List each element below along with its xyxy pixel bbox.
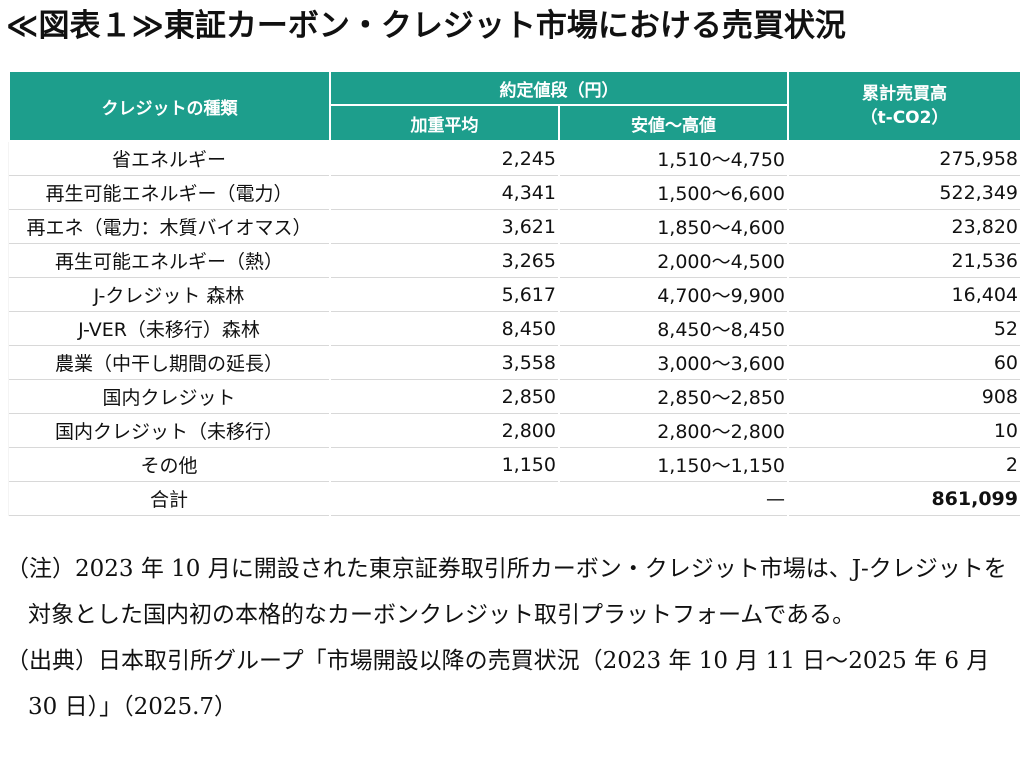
weighted-average-value: 5,617 xyxy=(330,277,560,312)
source-label: （出典） xyxy=(6,648,98,674)
trading-table: クレジットの種類 約定値段（円） 累計売買高 （t-CO2） 加重平均 安値～高… xyxy=(8,70,1022,516)
price-range-value: 1,850～4,600 xyxy=(559,209,789,244)
credit-name: 国内クレジット xyxy=(9,379,331,414)
table-row: 再エネ（電力：木質バイオマス） 3,621 1,850～4,600 23,820 xyxy=(9,209,1022,244)
header-contract-price: 約定値段（円） xyxy=(329,70,789,106)
price-range-value: 1,150～1,150 xyxy=(559,447,789,482)
notes-section: （注）2023 年 10 月に開設された東京証券取引所カーボン・クレジット市場は… xyxy=(6,546,1018,730)
total-price-dash: — xyxy=(330,481,789,516)
volume-value: 60 xyxy=(788,345,1022,380)
credit-name: その他 xyxy=(9,447,331,482)
total-row: 合計 — 861,099 xyxy=(9,481,1022,516)
volume-value: 275,958 xyxy=(788,141,1022,176)
weighted-average-value: 2,800 xyxy=(330,413,560,448)
credit-name: J-クレジット 森林 xyxy=(9,277,331,312)
source-text: 日本取引所グループ「市場開設以降の売買状況（2023 年 10 月 11 日～2… xyxy=(28,648,990,720)
note-label: （注） xyxy=(6,556,75,582)
table-body: 省エネルギー 2,245 1,510～4,750 275,958 再生可能エネル… xyxy=(9,141,1022,516)
table-row: J-クレジット 森林 5,617 4,700～9,900 16,404 xyxy=(9,277,1022,312)
price-range-value: 2,000～4,500 xyxy=(559,243,789,278)
total-volume-value: 861,099 xyxy=(788,481,1022,516)
credit-name: 省エネルギー xyxy=(9,141,331,176)
table-row: 農業（中干し期間の延長） 3,558 3,000～3,600 60 xyxy=(9,345,1022,380)
page-title: ≪図表１≫東証カーボン・クレジット市場における売買状況 xyxy=(6,8,846,44)
volume-value: 16,404 xyxy=(788,277,1022,312)
note-text: 2023 年 10 月に開設された東京証券取引所カーボン・クレジット市場は、J-… xyxy=(28,556,1007,628)
weighted-average-value: 1,150 xyxy=(330,447,560,482)
source-paragraph: （出典）日本取引所グループ「市場開設以降の売買状況（2023 年 10 月 11… xyxy=(6,638,1018,730)
price-range-value: 2,850～2,850 xyxy=(559,379,789,414)
table-row: 再生可能エネルギー（電力） 4,341 1,500～6,600 522,349 xyxy=(9,175,1022,210)
volume-value: 21,536 xyxy=(788,243,1022,278)
price-range-value: 2,800～2,800 xyxy=(559,413,789,448)
credit-name: 国内クレジット（未移行） xyxy=(9,413,331,448)
header-low-high: 安値～高値 xyxy=(558,104,789,142)
table-row: その他 1,150 1,150～1,150 2 xyxy=(9,447,1022,482)
weighted-average-value: 8,450 xyxy=(330,311,560,346)
price-range-value: 4,700～9,900 xyxy=(559,277,789,312)
credit-name: 再生可能エネルギー（熱） xyxy=(9,243,331,278)
table-row: J-VER（未移行）森林 8,450 8,450～8,450 52 xyxy=(9,311,1022,346)
weighted-average-value: 2,245 xyxy=(330,141,560,176)
volume-value: 522,349 xyxy=(788,175,1022,210)
credit-name: 再生可能エネルギー（電力） xyxy=(9,175,331,210)
price-range-value: 8,450～8,450 xyxy=(559,311,789,346)
price-range-value: 1,500～6,600 xyxy=(559,175,789,210)
credit-name: 農業（中干し期間の延長） xyxy=(9,345,331,380)
weighted-average-value: 3,621 xyxy=(330,209,560,244)
trading-table-container: クレジットの種類 約定値段（円） 累計売買高 （t-CO2） 加重平均 安値～高… xyxy=(8,70,1022,516)
volume-value: 2 xyxy=(788,447,1022,482)
volume-value: 908 xyxy=(788,379,1022,414)
volume-value: 52 xyxy=(788,311,1022,346)
table-row: 再生可能エネルギー（熱） 3,265 2,000～4,500 21,536 xyxy=(9,243,1022,278)
volume-value: 23,820 xyxy=(788,209,1022,244)
credit-name: 再エネ（電力：木質バイオマス） xyxy=(9,209,331,244)
volume-value: 10 xyxy=(788,413,1022,448)
weighted-average-value: 4,341 xyxy=(330,175,560,210)
weighted-average-value: 3,558 xyxy=(330,345,560,380)
table-row: 国内クレジット（未移行） 2,800 2,800～2,800 10 xyxy=(9,413,1022,448)
table-row: 国内クレジット 2,850 2,850～2,850 908 xyxy=(9,379,1022,414)
price-range-value: 1,510～4,750 xyxy=(559,141,789,176)
total-label: 合計 xyxy=(9,481,331,516)
header-credit-type: クレジットの種類 xyxy=(8,70,331,142)
table-row: 省エネルギー 2,245 1,510～4,750 275,958 xyxy=(9,141,1022,176)
note-paragraph: （注）2023 年 10 月に開設された東京証券取引所カーボン・クレジット市場は… xyxy=(6,546,1018,638)
weighted-average-value: 3,265 xyxy=(330,243,560,278)
header-cumulative-volume: 累計売買高 （t-CO2） xyxy=(787,70,1022,142)
header-weighted-average: 加重平均 xyxy=(329,104,560,142)
weighted-average-value: 2,850 xyxy=(330,379,560,414)
credit-name: J-VER（未移行）森林 xyxy=(9,311,331,346)
price-range-value: 3,000～3,600 xyxy=(559,345,789,380)
